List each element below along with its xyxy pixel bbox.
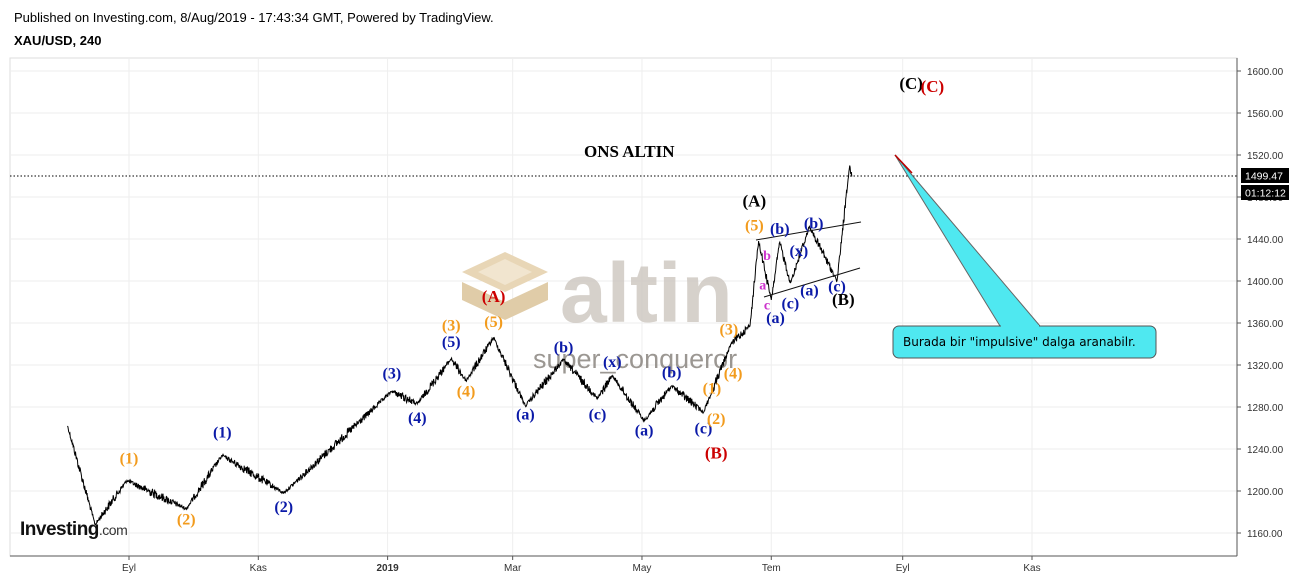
- callout-text: Burada bir "impulsive" dalga aranabilr.: [903, 335, 1136, 349]
- wave-label: (c): [828, 279, 846, 296]
- wave-label: b: [763, 249, 771, 264]
- wave-label: (b): [662, 365, 682, 382]
- wave-label: (x): [790, 243, 809, 260]
- price-line[interactable]: [67, 165, 853, 526]
- y-tick-label: 1560.00: [1247, 109, 1284, 120]
- wave-label: (4): [457, 384, 476, 401]
- wave-label: (1): [213, 424, 232, 441]
- y-tick-label: 1160.00: [1247, 529, 1283, 540]
- wave-label: (4): [408, 410, 427, 427]
- y-tick-label: 1280.00: [1247, 403, 1284, 414]
- callout-red-line: [894, 154, 913, 174]
- y-tick-label: 1440.00: [1247, 235, 1284, 246]
- wave-label: (3): [383, 366, 402, 383]
- x-tick-label: Kas: [250, 563, 267, 574]
- last-price-tag: 1499.47: [1245, 171, 1283, 183]
- wave-label: (b): [804, 216, 824, 233]
- y-tick-label: 1600.00: [1247, 67, 1284, 78]
- wave-label: (C): [899, 74, 923, 93]
- y-tick-label: 1320.00: [1247, 361, 1284, 372]
- drawings: [10, 175, 1237, 298]
- wave-label: c: [764, 298, 770, 313]
- y-tick-label: 1200.00: [1247, 487, 1284, 498]
- wave-label: a: [759, 278, 766, 293]
- price-tags: 1499.47 01:12:12: [1241, 168, 1289, 200]
- chart-annotation-title: ONS ALTIN: [584, 142, 675, 161]
- wave-label: (2): [177, 512, 196, 529]
- wave-label: (3): [442, 317, 461, 334]
- wave-label: (a): [635, 422, 654, 439]
- y-tick-label: 1240.00: [1247, 445, 1284, 456]
- watermark: altin super_conqueror: [462, 246, 737, 374]
- symbol-title: XAU/USD, 240: [14, 33, 102, 48]
- wave-label: (3): [720, 322, 739, 339]
- logo-suffix: .com: [98, 522, 128, 538]
- countdown-tag: 01:12:12: [1245, 188, 1286, 200]
- price-series: [67, 165, 853, 526]
- wave-label: (5): [745, 218, 764, 235]
- callout-annotation[interactable]: Burada bir "impulsive" dalga aranabilr.: [892, 154, 1157, 359]
- altin-logo-icon: [462, 252, 548, 320]
- y-tick-label: 1360.00: [1247, 319, 1284, 330]
- x-tick-label: Tem: [762, 563, 781, 574]
- wave-label: (5): [442, 334, 461, 351]
- y-tick-label: 1520.00: [1247, 151, 1284, 162]
- wave-label: (1): [120, 451, 139, 468]
- wave-label: (B): [832, 290, 855, 309]
- wave-label: (C): [921, 77, 945, 96]
- wave-label: (1): [703, 380, 722, 397]
- wave-label: (2): [274, 499, 293, 516]
- wave-label: (x): [603, 354, 622, 371]
- wave-label: (c): [695, 420, 713, 437]
- investing-logo: Investing.com: [20, 519, 128, 541]
- wave-label: (4): [724, 366, 743, 383]
- wave-label: (b): [554, 339, 574, 356]
- wave-label: (A): [482, 287, 506, 306]
- wave-label: (B): [705, 443, 728, 462]
- wave-labels: (1)(2)(1)(2)(3)(4)(5)(3)(4)(5)(A)(a)(b)(…: [120, 74, 945, 529]
- published-info: Published on Investing.com, 8/Aug/2019 -…: [14, 10, 494, 25]
- x-tick-label: Mar: [504, 563, 522, 574]
- wave-label: (b): [770, 221, 790, 238]
- triangle-upper-trendline[interactable]: [755, 221, 862, 241]
- y-tick-label: 1400.00: [1247, 277, 1284, 288]
- wave-label: (a): [800, 283, 819, 300]
- wave-label: (c): [781, 295, 799, 312]
- watermark-site: altin: [560, 246, 733, 340]
- watermark-author: super_conqueror: [533, 344, 737, 374]
- wave-label: (A): [743, 191, 767, 210]
- x-tick-label: 2019: [376, 563, 399, 574]
- wave-label: (a): [766, 310, 785, 327]
- x-tick-label: Kas: [1023, 563, 1040, 574]
- wave-label: (5): [484, 314, 503, 331]
- wave-label: (2): [707, 411, 726, 428]
- x-tick-label: May: [633, 563, 652, 574]
- wave-label: (a): [516, 407, 535, 424]
- x-tick-label: Eyl: [122, 563, 136, 574]
- logo-brand: Investing: [20, 519, 99, 540]
- grid: [9, 57, 1238, 557]
- wave-label: (c): [589, 407, 607, 424]
- triangle-lower-trendline[interactable]: [763, 267, 861, 298]
- x-tick-label: Eyl: [896, 563, 910, 574]
